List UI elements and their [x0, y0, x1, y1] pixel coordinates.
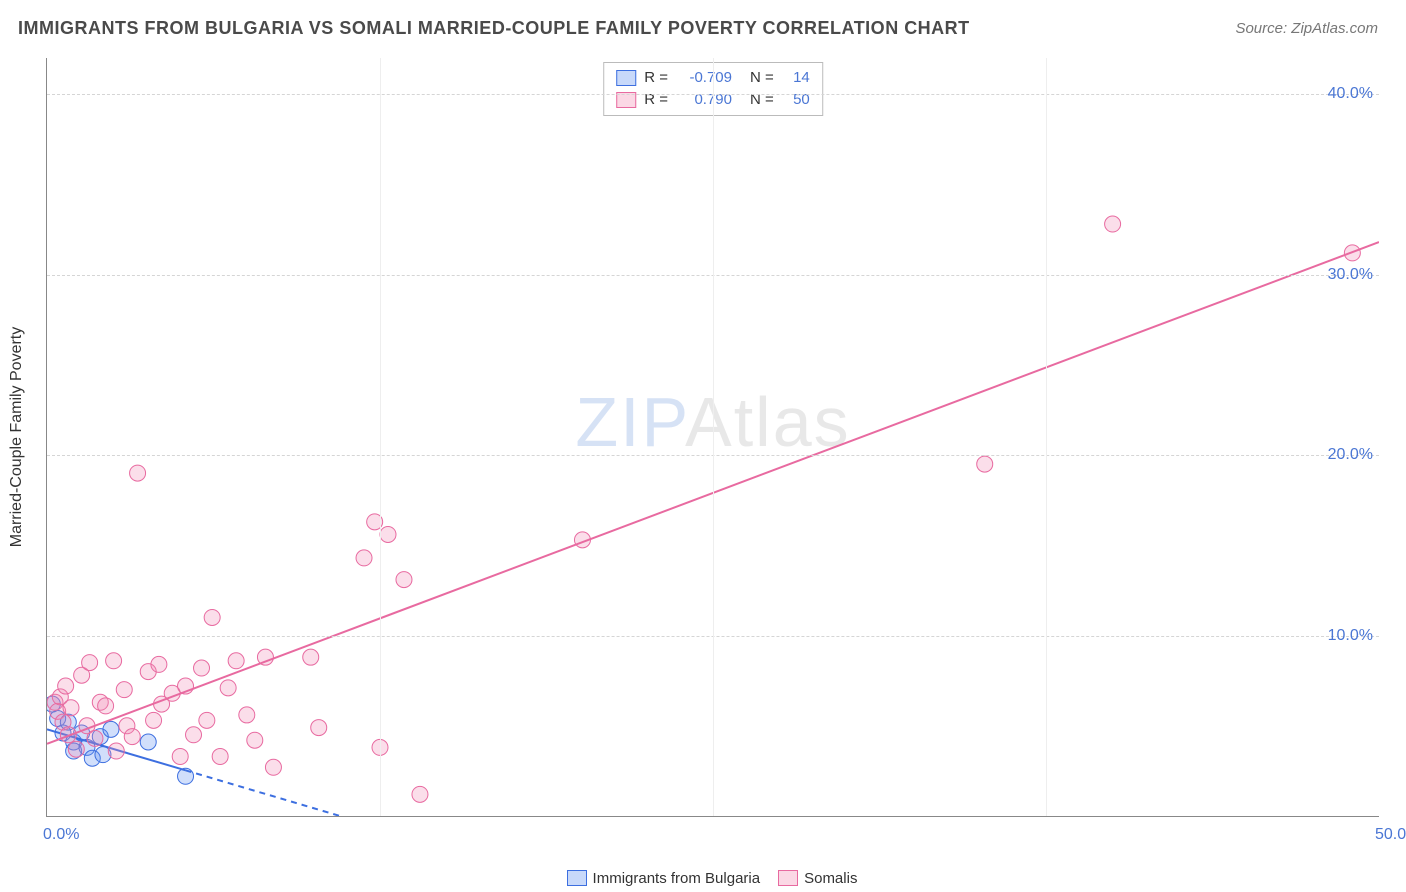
legend-n-value: 14: [782, 67, 810, 89]
data-point: [98, 698, 114, 714]
data-point: [212, 748, 228, 764]
trend-line-extrapolated: [186, 770, 341, 816]
data-point: [108, 743, 124, 759]
y-axis-label: Married-Couple Family Poverty: [8, 327, 26, 548]
y-tick-label: 40.0%: [1328, 85, 1373, 103]
legend-swatch: [616, 70, 636, 86]
data-point: [977, 456, 993, 472]
data-point: [199, 712, 215, 728]
data-point: [186, 727, 202, 743]
data-point: [63, 700, 79, 716]
data-point: [68, 741, 84, 757]
legend-series-label: Immigrants from Bulgaria: [593, 870, 761, 887]
data-point: [380, 526, 396, 542]
data-point: [82, 655, 98, 671]
data-point: [172, 748, 188, 764]
data-point: [140, 734, 156, 750]
series-legend: Immigrants from Bulgaria Somalis: [0, 870, 1406, 888]
legend-r-value: -0.709: [676, 67, 732, 89]
data-point: [412, 786, 428, 802]
data-point: [58, 678, 74, 694]
data-point: [396, 572, 412, 588]
data-point: [239, 707, 255, 723]
gridline-vertical: [713, 58, 714, 816]
legend-r-label: R =: [644, 67, 668, 89]
data-point: [265, 759, 281, 775]
data-point: [1105, 216, 1121, 232]
chart-container: IMMIGRANTS FROM BULGARIA VS SOMALI MARRI…: [0, 0, 1406, 892]
legend-swatch: [778, 870, 798, 886]
source-attribution: Source: ZipAtlas.com: [1235, 20, 1378, 37]
y-tick-label: 20.0%: [1328, 446, 1373, 464]
chart-title: IMMIGRANTS FROM BULGARIA VS SOMALI MARRI…: [18, 18, 970, 39]
data-point: [106, 653, 122, 669]
plot-area: ZIPAtlas Married-Couple Family Poverty R…: [46, 58, 1379, 817]
data-point: [247, 732, 263, 748]
data-point: [220, 680, 236, 696]
data-point: [303, 649, 319, 665]
x-tick-label: 0.0%: [43, 826, 79, 844]
data-point: [124, 729, 140, 745]
legend-r-label: R =: [644, 89, 668, 111]
gridline-vertical: [380, 58, 381, 816]
gridline-vertical: [1046, 58, 1047, 816]
data-point: [356, 550, 372, 566]
data-point: [151, 656, 167, 672]
data-point: [228, 653, 244, 669]
legend-n-label: N =: [750, 67, 774, 89]
data-point: [146, 712, 162, 728]
data-point: [194, 660, 210, 676]
legend-series-label: Somalis: [804, 870, 857, 887]
legend-swatch: [567, 870, 587, 886]
legend-r-value: 0.790: [676, 89, 732, 111]
data-point: [103, 721, 119, 737]
data-point: [204, 609, 220, 625]
data-point: [87, 730, 103, 746]
y-tick-label: 10.0%: [1328, 627, 1373, 645]
x-tick-label: 50.0%: [1375, 826, 1406, 844]
y-tick-label: 30.0%: [1328, 266, 1373, 284]
data-point: [311, 720, 327, 736]
data-point: [116, 682, 132, 698]
data-point: [130, 465, 146, 481]
legend-n-value: 50: [782, 89, 810, 111]
legend-n-label: N =: [750, 89, 774, 111]
